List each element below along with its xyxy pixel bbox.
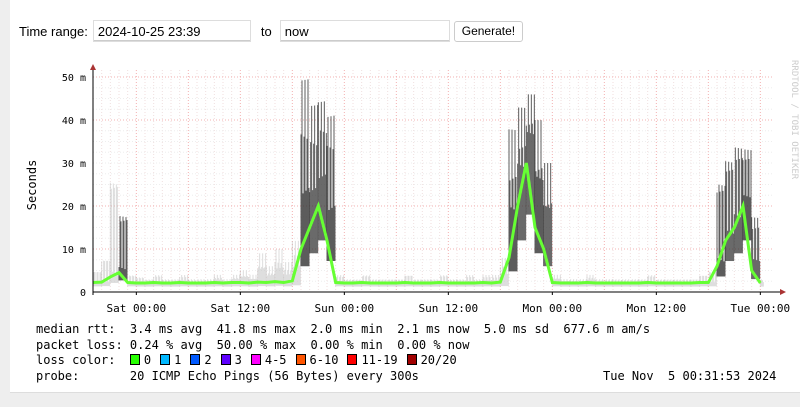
x-tick-label: Tue 00:00 (731, 302, 791, 315)
y-axis-arrow-icon (90, 64, 96, 70)
x-tick-label: Mon 00:00 (523, 302, 583, 315)
loss-color-label: 4-5 (264, 353, 287, 367)
watermark: RRDTOOL / TOBI OETIKER (789, 60, 799, 180)
y-tick-label: 30 m (62, 159, 86, 170)
timestamp: Tue Nov 5 00:31:53 2024 (603, 368, 777, 383)
to-label: to (260, 23, 272, 39)
legend: median rtt: 3.4 ms avg 41.8 ms max 2.0 m… (36, 322, 777, 384)
x-tick-label: Sat 12:00 (211, 302, 271, 315)
loss-color-label: 6-10 (309, 353, 339, 367)
loss-color-item: 4-5 (250, 353, 287, 367)
generate-button[interactable]: Generate! (453, 20, 524, 42)
loss-color-legend: loss color: 0 1 2 3 4-5 6-10 11-19 20/20 (36, 353, 457, 367)
loss-color-label: 0 (143, 353, 152, 367)
color-swatch (295, 354, 306, 365)
loss-color-item: 20/20 (406, 353, 457, 367)
x-tick-label: Mon 12:00 (627, 302, 687, 315)
color-swatch (406, 354, 417, 365)
start-time-input[interactable] (92, 20, 251, 42)
loss-color-item: 3 (220, 353, 242, 367)
y-tick-label: 0 (80, 288, 86, 299)
color-swatch (347, 354, 358, 365)
time-range-form: Time range: to Generate! (19, 20, 524, 42)
loss-color-label: 3 (234, 353, 242, 367)
loss-color-label: 11-19 (361, 353, 398, 367)
loss-color-label: 1 (174, 353, 182, 367)
latency-chart: 0 10 m 20 m 30 m 40 m 50 m Sat 00:00 Sat 12:00 S… (25, 60, 799, 315)
loss-color-label: 2 (204, 353, 212, 367)
x-tick-label: Sat 00:00 (107, 302, 167, 315)
y-tick-label: 10 m (62, 245, 86, 256)
loss-color-item: 0 (129, 353, 152, 367)
loss-color-item: 11-19 (347, 353, 398, 367)
median-rtt-stats: median rtt: 3.4 ms avg 41.8 ms max 2.0 m… (36, 322, 651, 336)
color-swatch (220, 354, 231, 365)
color-swatch (190, 354, 201, 365)
color-swatch (160, 354, 171, 365)
color-swatch (250, 354, 261, 365)
loss-color-label: 20/20 (420, 353, 457, 367)
x-tick-label: Sun 12:00 (419, 302, 479, 315)
loss-color-item: 1 (160, 353, 181, 367)
y-tick-label: 50 m (62, 73, 86, 84)
end-time-input[interactable] (279, 20, 450, 42)
y-axis-label: Seconds (25, 160, 39, 211)
time-range-label: Time range: (19, 23, 88, 39)
loss-color-item: 2 (190, 353, 212, 367)
loss-color-item: 6-10 (295, 353, 339, 367)
packet-loss-stats: packet loss: 0.24 % avg 50.00 % max 0.00… (36, 337, 470, 352)
y-tick-label: 40 m (62, 116, 86, 127)
median-line (92, 162, 762, 285)
probe-info: probe: 20 ICMP Echo Pings (56 Bytes) eve… (36, 368, 777, 383)
x-tick-label: Sun 00:00 (315, 302, 375, 315)
color-swatch (129, 354, 140, 365)
x-axis-arrow-icon (780, 289, 786, 295)
y-tick-label: 20 m (62, 202, 86, 213)
probe-description: 20 ICMP Echo Pings (56 Bytes) every 300s (129, 368, 419, 383)
